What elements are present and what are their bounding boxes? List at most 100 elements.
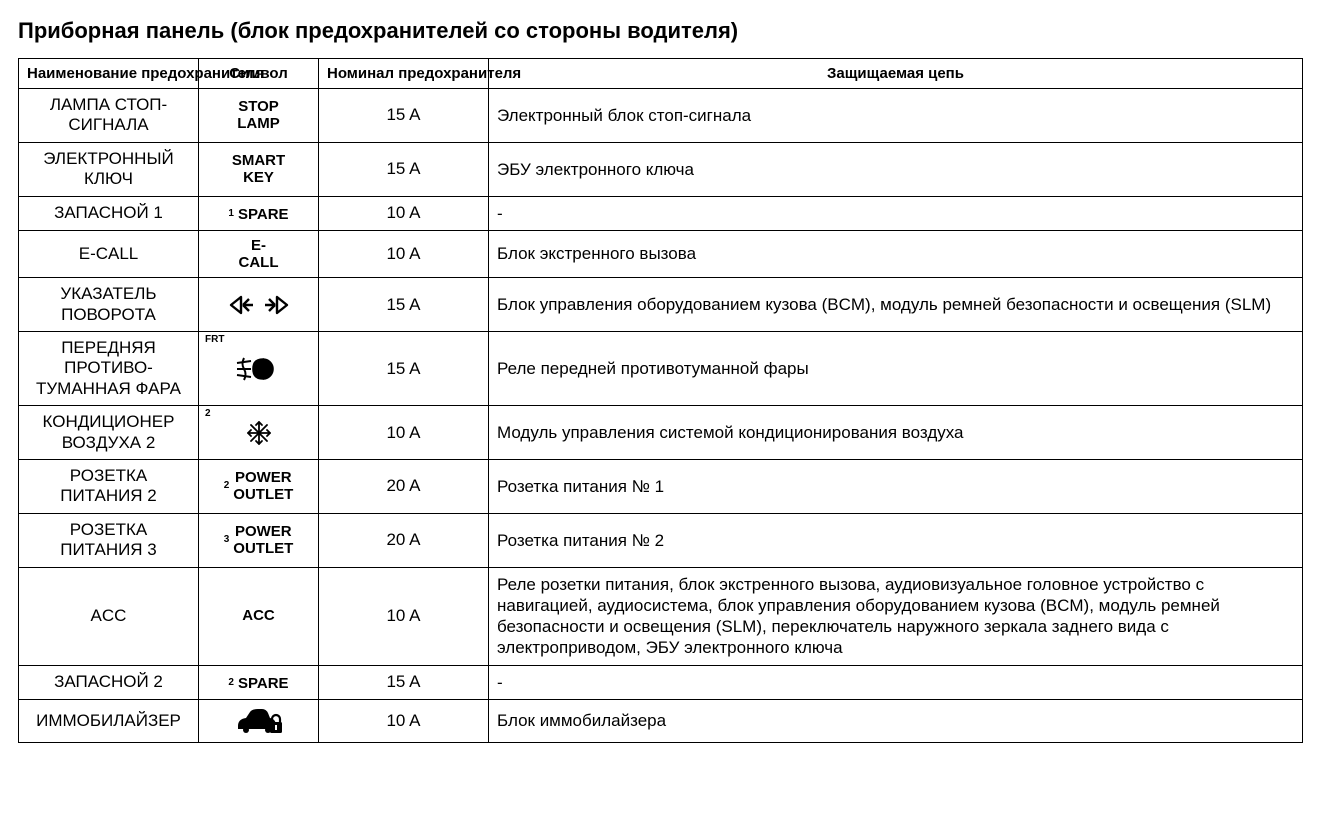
symbol-text-line2: OUTLET bbox=[233, 486, 293, 503]
symbol-text-line2: CALL bbox=[239, 254, 279, 271]
table-row: ЗАПАСНОЙ 1 1SPARE10 A- bbox=[19, 196, 1303, 230]
fuse-rating: 10 A bbox=[319, 699, 489, 742]
fuse-name-line1: ЗАПАСНОЙ 1 bbox=[27, 203, 190, 223]
fuse-name: ЛАМПА СТОП-СИГНАЛА bbox=[19, 89, 199, 143]
table-row: ЛАМПА СТОП-СИГНАЛАSTOPLAMP15 AЭлектронны… bbox=[19, 89, 1303, 143]
fuse-name-line1: ЗАПАСНОЙ 2 bbox=[27, 672, 190, 692]
table-row: КОНДИЦИОНЕРВОЗДУХА 2 2 10 AМодуль управле… bbox=[19, 406, 1303, 460]
symbol-text-line1: SPARE bbox=[238, 675, 289, 692]
fuse-symbol: FRT bbox=[199, 332, 319, 406]
fuse-name-line1: ЭЛЕКТРОННЫЙ bbox=[27, 149, 190, 169]
table-row: ЗАПАСНОЙ 22SPARE15 A- bbox=[19, 665, 1303, 699]
fuse-name: ЗАПАСНОЙ 1 bbox=[19, 196, 199, 230]
fuse-circuit: Реле передней противотуманной фары bbox=[489, 332, 1303, 406]
table-row: E-CALLE-CALL10 AБлок экстренного вызова bbox=[19, 230, 1303, 278]
table-row: ПЕРЕДНЯЯ ПРОТИВО-ТУМАННАЯ ФАРА FRT 15 AРе… bbox=[19, 332, 1303, 406]
symbol-text-line1: E- bbox=[251, 237, 266, 254]
fuse-rating: 10 A bbox=[319, 196, 489, 230]
fuse-name-line1: E-CALL bbox=[27, 244, 190, 264]
fuse-symbol: E-CALL bbox=[199, 230, 319, 278]
fuse-symbol bbox=[199, 699, 319, 742]
fuse-name: ПЕРЕДНЯЯ ПРОТИВО-ТУМАННАЯ ФАРА bbox=[19, 332, 199, 406]
symbol-text-line1: POWER bbox=[235, 469, 292, 486]
fuse-rating: 10 A bbox=[319, 567, 489, 665]
fuse-name-line2: ПИТАНИЯ 2 bbox=[27, 486, 190, 506]
fuse-circuit: Модуль управления системой кондициониров… bbox=[489, 406, 1303, 460]
fuse-name: УКАЗАТЕЛЬПОВОРОТА bbox=[19, 278, 199, 332]
col-header-circuit: Защищаемая цепь bbox=[489, 59, 1303, 89]
fuse-rating: 15 A bbox=[319, 332, 489, 406]
symbol-superscript: 2 bbox=[205, 408, 211, 420]
fuse-symbol: 2SPARE bbox=[199, 665, 319, 699]
fuse-circuit: Блок иммобилайзера bbox=[489, 699, 1303, 742]
symbol-text-line2: LAMP bbox=[237, 115, 280, 132]
col-header-rating: Номинал предохранителя bbox=[319, 59, 489, 89]
fuse-symbol: STOPLAMP bbox=[199, 89, 319, 143]
fuse-symbol: 2 bbox=[199, 406, 319, 460]
table-row: РОЗЕТКАПИТАНИЯ 22POWEROUTLET20 AРозетка … bbox=[19, 460, 1303, 514]
fuse-symbol: 2POWEROUTLET bbox=[199, 460, 319, 514]
fuse-symbol: 3POWEROUTLET bbox=[199, 513, 319, 567]
symbol-text-line1: STOP bbox=[238, 98, 279, 115]
fuse-table: Наименование предохранителя Символ Номин… bbox=[18, 58, 1303, 743]
table-row: РОЗЕТКАПИТАНИЯ 33POWEROUTLET20 AРозетка … bbox=[19, 513, 1303, 567]
turn-signal-icon bbox=[229, 293, 289, 317]
fuse-name: ИММОБИЛАЙЗЕР bbox=[19, 699, 199, 742]
fuse-name: ЭЛЕКТРОННЫЙКЛЮЧ bbox=[19, 142, 199, 196]
fuse-name-line2: КЛЮЧ bbox=[27, 169, 190, 189]
fuse-rating: 15 A bbox=[319, 142, 489, 196]
fuse-rating: 15 A bbox=[319, 89, 489, 143]
symbol-text-line1: POWER bbox=[235, 523, 292, 540]
table-row: ACC ACC 10 AРеле розетки питания, блок экс… bbox=[19, 567, 1303, 665]
fuse-rating: 15 A bbox=[319, 665, 489, 699]
fuse-name-line1: ЛАМПА СТОП- bbox=[27, 95, 190, 115]
front-fog-lamp-icon bbox=[233, 355, 285, 383]
symbol-text-line1: SMART bbox=[232, 152, 285, 169]
fuse-circuit: Реле розетки питания, блок экстренного в… bbox=[489, 567, 1303, 665]
fuse-symbol: ACC bbox=[199, 567, 319, 665]
fuse-symbol: SMARTKEY bbox=[199, 142, 319, 196]
fuse-name: ЗАПАСНОЙ 2 bbox=[19, 665, 199, 699]
symbol-text-line2: KEY bbox=[243, 169, 274, 186]
fuse-rating: 10 A bbox=[319, 230, 489, 278]
symbol-text-line1: SPARE bbox=[238, 206, 289, 223]
symbol-text-line1: ACC bbox=[242, 607, 275, 624]
fuse-symbol bbox=[199, 278, 319, 332]
table-row: ЭЛЕКТРОННЫЙКЛЮЧSMARTKEY15 AЭБУ электронн… bbox=[19, 142, 1303, 196]
table-header-row: Наименование предохранителя Символ Номин… bbox=[19, 59, 1303, 89]
fuse-circuit: ЭБУ электронного ключа bbox=[489, 142, 1303, 196]
fuse-name-line1: ПЕРЕДНЯЯ ПРОТИВО- bbox=[27, 338, 190, 379]
col-header-name: Наименование предохранителя bbox=[19, 59, 199, 89]
table-row: ИММОБИЛАЙЗЕР 10 AБлок иммобилайзера bbox=[19, 699, 1303, 742]
fuse-name-line2: ТУМАННАЯ ФАРА bbox=[27, 379, 190, 399]
fuse-name-line2: ПИТАНИЯ 3 bbox=[27, 540, 190, 560]
symbol-text-line2: OUTLET bbox=[233, 540, 293, 557]
snowflake-icon bbox=[246, 420, 272, 446]
page-title: Приборная панель (блок предохранителей с… bbox=[18, 18, 1303, 44]
fuse-name: КОНДИЦИОНЕРВОЗДУХА 2 bbox=[19, 406, 199, 460]
fuse-name-line1: КОНДИЦИОНЕР bbox=[27, 412, 190, 432]
fuse-name-line2: СИГНАЛА bbox=[27, 115, 190, 135]
fuse-name-line2: ПОВОРОТА bbox=[27, 305, 190, 325]
fuse-name-line1: УКАЗАТЕЛЬ bbox=[27, 284, 190, 304]
fuse-rating: 15 A bbox=[319, 278, 489, 332]
fuse-name-line1: РОЗЕТКА bbox=[27, 466, 190, 486]
fuse-symbol: 1SPARE bbox=[199, 196, 319, 230]
fuse-name-line1: ИММОБИЛАЙЗЕР bbox=[27, 711, 190, 731]
fuse-rating: 20 A bbox=[319, 513, 489, 567]
fuse-circuit: Блок экстренного вызова bbox=[489, 230, 1303, 278]
fuse-name: РОЗЕТКАПИТАНИЯ 2 bbox=[19, 460, 199, 514]
fuse-circuit: Блок управления оборудованием кузова (BC… bbox=[489, 278, 1303, 332]
fuse-name: E-CALL bbox=[19, 230, 199, 278]
symbol-superscript: FRT bbox=[205, 334, 224, 346]
fuse-rating: 10 A bbox=[319, 406, 489, 460]
fuse-circuit: Электронный блок стоп-сигнала bbox=[489, 89, 1303, 143]
fuse-name-line1: ACC bbox=[27, 606, 190, 626]
fuse-name: РОЗЕТКАПИТАНИЯ 3 bbox=[19, 513, 199, 567]
fuse-name-line1: РОЗЕТКА bbox=[27, 520, 190, 540]
immobilizer-icon bbox=[234, 706, 284, 736]
fuse-name: ACC bbox=[19, 567, 199, 665]
fuse-circuit: Розетка питания № 1 bbox=[489, 460, 1303, 514]
fuse-circuit: - bbox=[489, 196, 1303, 230]
fuse-rating: 20 A bbox=[319, 460, 489, 514]
